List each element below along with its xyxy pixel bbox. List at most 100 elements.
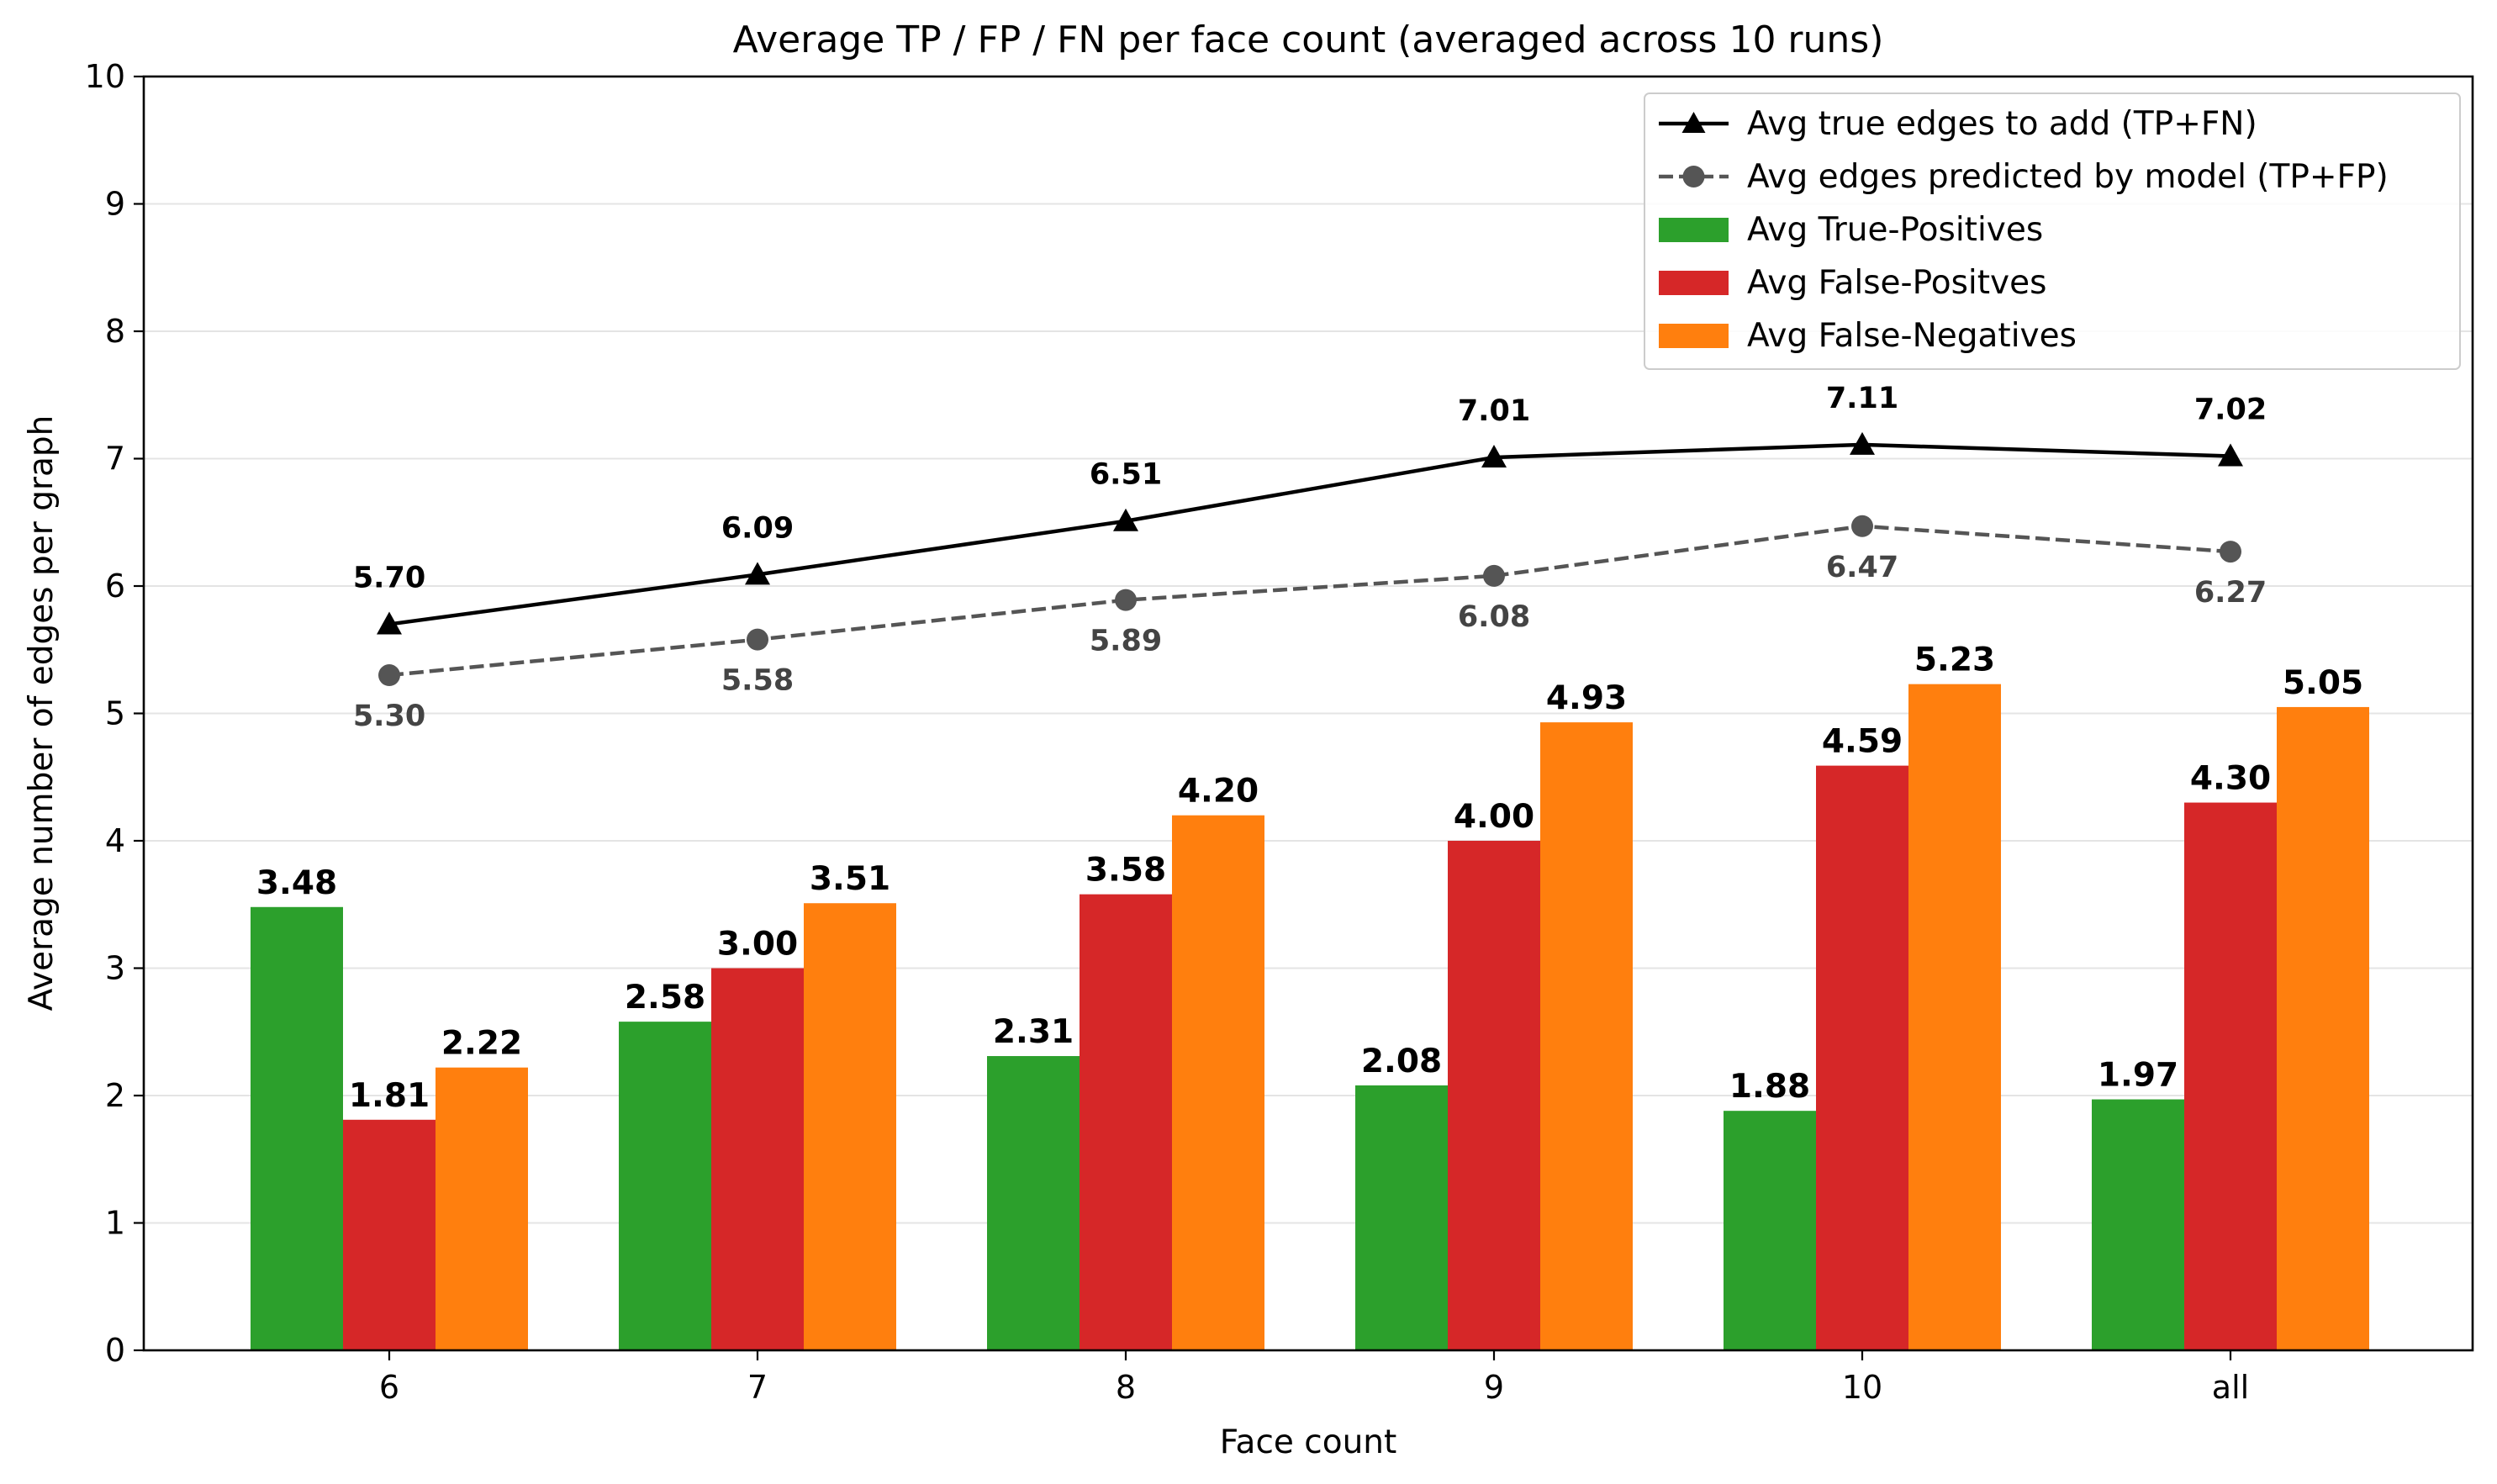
bar-value-label: 1.81: [349, 1077, 430, 1115]
y-axis-title: Average number of edges per graph: [23, 415, 61, 1011]
bar-value-label: 5.05: [2283, 664, 2363, 702]
series-line: [388, 524, 2231, 678]
legend-entry-label: Avg False-Positves: [1747, 264, 2046, 302]
x-tick-label: 7: [747, 1369, 768, 1406]
bar: [1816, 765, 1908, 1350]
bar-value-label: 3.58: [1085, 852, 1166, 890]
y-axis: 0 1 2 3 4 5 6 7 8 9 10: [85, 58, 144, 1369]
bar-value-label: 3.00: [717, 926, 798, 964]
legend-bar-swatch: [1659, 218, 1729, 242]
circle-marker: [378, 664, 400, 687]
y-tick-label: 0: [105, 1332, 125, 1369]
line-series: [377, 431, 2243, 687]
bar-value-label: 1.88: [1729, 1068, 1810, 1106]
bar: [1540, 722, 1633, 1350]
circle-marker: [1483, 564, 1505, 587]
bar-value-label: 4.30: [2190, 760, 2271, 798]
legend-triangle-marker: [1681, 112, 1706, 133]
bars: [251, 684, 2369, 1350]
circle-marker: [747, 628, 768, 651]
triangle-marker: [745, 562, 770, 585]
legend-entry-label: Avg True-Positives: [1747, 211, 2043, 249]
bar: [251, 906, 343, 1350]
bar-value-label: 3.51: [810, 860, 890, 898]
bar: [2092, 1099, 2184, 1350]
bar: [2184, 802, 2277, 1350]
line-value-label: 7.11: [1826, 382, 1898, 415]
x-tick-label: 6: [379, 1369, 399, 1406]
line-value-label: 5.58: [721, 664, 794, 698]
y-tick-label: 5: [105, 695, 125, 732]
bar-value-label: 4.00: [1454, 798, 1534, 836]
legend-bar-swatch: [1659, 324, 1729, 348]
legend-circle-marker: [1682, 166, 1705, 187]
circle-marker: [1115, 589, 1137, 611]
triangle-marker: [1113, 508, 1138, 531]
bar: [343, 1119, 436, 1350]
bar: [711, 968, 804, 1350]
line-value-label: 5.70: [353, 561, 425, 594]
triangle-marker: [1481, 444, 1507, 467]
bar-value-label: 4.93: [1546, 679, 1627, 717]
legend-entry-label: Avg False-Negatives: [1747, 317, 2077, 355]
bar: [619, 1022, 711, 1350]
y-tick-label: 4: [105, 822, 125, 859]
legend-entry-label: Avg true edges to add (TP+FN): [1747, 105, 2257, 143]
bar-value-label: 2.08: [1361, 1043, 1442, 1080]
bar: [1448, 841, 1540, 1350]
bar: [1172, 815, 1264, 1350]
x-tick-label: 8: [1116, 1369, 1136, 1406]
series-line: [388, 442, 2231, 626]
line-value-label: 6.08: [1458, 600, 1530, 634]
triangle-marker: [377, 611, 402, 635]
y-tick-label: 8: [105, 313, 125, 350]
bar-value-label: 5.23: [1914, 642, 1995, 679]
line-value-label: 7.02: [2194, 393, 2267, 426]
bar-value-label: 2.58: [625, 979, 705, 1017]
y-tick-label: 7: [105, 441, 125, 478]
bar-value-label: 1.97: [2098, 1057, 2178, 1095]
bar: [1724, 1111, 1816, 1350]
x-axis: 6 7 8 9 10 all: [379, 1350, 2249, 1406]
line-value-label: 6.51: [1090, 458, 1162, 492]
bar-value-label: 3.48: [256, 864, 337, 902]
y-tick-label: 10: [85, 58, 125, 95]
circle-marker: [1851, 515, 1873, 537]
y-tick-label: 9: [105, 186, 125, 223]
triangle-marker: [1850, 431, 1875, 455]
legend: Avg true edges to add (TP+FN) Avg edges p…: [1644, 92, 2461, 370]
bar: [436, 1067, 528, 1350]
line-value-label: 6.09: [721, 511, 794, 545]
bar: [987, 1056, 1080, 1350]
bar: [2277, 706, 2369, 1350]
data-labels: 3.48 2.58 2.31 2.08 1.88 1.97 1.81 3.00 3.58 4.00…: [256, 382, 2363, 1115]
bar-value-label: 4.20: [1178, 773, 1259, 811]
legend-bar-swatch: [1659, 271, 1729, 295]
x-tick-label: all: [2212, 1369, 2249, 1406]
chart-title: Average TP / FP / FN per face count (ave…: [733, 18, 1884, 61]
x-axis-title: Face count: [1220, 1423, 1397, 1461]
y-tick-label: 3: [105, 950, 125, 987]
line-value-label: 5.89: [1090, 625, 1162, 658]
bar-value-label: 4.59: [1822, 723, 1903, 761]
triangle-marker: [2218, 443, 2243, 467]
x-tick-label: 9: [1484, 1369, 1504, 1406]
circle-marker: [2220, 541, 2241, 563]
line-value-label: 7.01: [1458, 394, 1530, 428]
legend-box: [1644, 92, 2461, 370]
line-value-label: 6.47: [1826, 551, 1898, 584]
bar: [1080, 894, 1172, 1350]
bar: [1908, 684, 2001, 1350]
line-value-label: 6.27: [2194, 576, 2267, 610]
x-tick-label: 10: [1842, 1369, 1882, 1406]
line-value-label: 5.30: [353, 700, 425, 733]
bar: [804, 903, 896, 1350]
grid-lines: [144, 203, 2473, 1224]
bar-value-label: 2.31: [993, 1013, 1074, 1051]
y-tick-label: 6: [105, 568, 125, 605]
legend-entry-label: Avg edges predicted by model (TP+FP): [1747, 158, 2389, 196]
bar-value-label: 2.22: [441, 1025, 522, 1063]
y-tick-label: 2: [105, 1077, 125, 1114]
bar: [1355, 1085, 1448, 1350]
